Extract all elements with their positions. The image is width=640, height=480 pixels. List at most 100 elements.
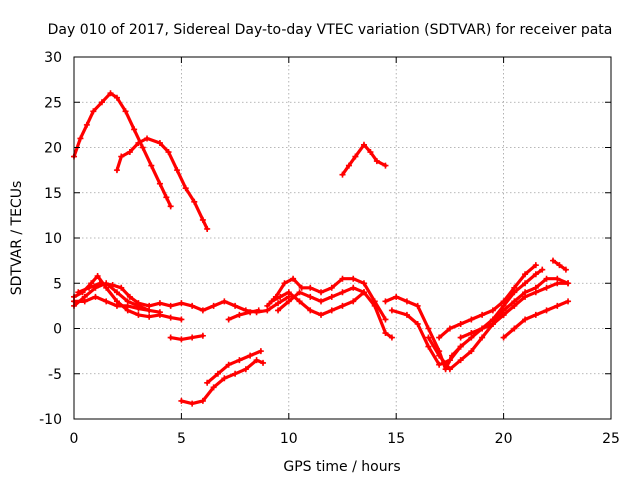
data-point — [285, 298, 292, 305]
data-point — [156, 300, 163, 307]
data-point — [543, 307, 550, 314]
series-sat-h — [167, 332, 206, 343]
data-point — [290, 275, 297, 282]
data-point — [339, 171, 346, 178]
x-tick-label: 0 — [70, 431, 79, 447]
data-point — [468, 316, 475, 323]
data-point — [98, 99, 105, 106]
data-point — [345, 162, 352, 169]
data-point — [144, 135, 151, 142]
series-sat-p — [388, 266, 546, 368]
data-point — [191, 198, 198, 205]
data-point — [94, 273, 101, 280]
data-point — [178, 316, 185, 323]
data-point — [156, 309, 163, 316]
plot-area — [71, 90, 572, 407]
data-point — [532, 262, 539, 269]
series-sat-j — [178, 357, 267, 407]
data-point — [296, 298, 303, 305]
data-point — [135, 300, 142, 307]
data-point — [167, 203, 174, 210]
data-point — [318, 311, 325, 318]
x-axis-label: GPS time / hours — [283, 459, 400, 475]
data-point — [135, 305, 142, 312]
data-point — [285, 289, 292, 296]
data-point — [565, 280, 572, 287]
data-point — [500, 334, 507, 341]
data-point — [388, 334, 395, 341]
data-point — [352, 153, 359, 160]
data-point — [163, 194, 170, 201]
data-point — [522, 289, 529, 296]
data-point — [126, 149, 133, 156]
data-point — [92, 293, 99, 300]
data-point — [298, 284, 305, 291]
data-point — [107, 90, 114, 97]
data-point — [189, 302, 196, 309]
y-tick-label: 0 — [53, 322, 62, 338]
data-point — [178, 397, 185, 404]
data-point — [77, 135, 84, 142]
chart-title: Day 010 of 2017, Sidereal Day-to-day VTE… — [48, 22, 613, 38]
series-sat-g — [71, 293, 153, 314]
y-tick-label: 5 — [53, 276, 62, 292]
data-point — [131, 126, 138, 133]
x-axis: 0 5 10 15 20 25 — [70, 57, 620, 447]
data-point — [221, 298, 228, 305]
data-point — [403, 298, 410, 305]
x-tick-label: 15 — [387, 431, 405, 447]
data-point — [539, 266, 546, 273]
data-point — [328, 307, 335, 314]
x-tick-label: 5 — [177, 431, 186, 447]
data-point — [81, 298, 88, 305]
data-point — [109, 282, 116, 289]
series-line — [227, 308, 261, 321]
data-point — [189, 400, 196, 407]
data-point — [236, 357, 243, 364]
data-point — [350, 298, 357, 305]
data-point — [253, 357, 260, 364]
data-point — [446, 366, 453, 373]
data-point — [373, 158, 380, 165]
data-point — [118, 284, 125, 291]
data-point — [135, 311, 142, 318]
data-point — [367, 149, 374, 156]
data-point — [436, 334, 443, 341]
data-point — [83, 121, 90, 128]
data-point — [511, 298, 518, 305]
data-point — [479, 311, 486, 318]
y-tick-label: 25 — [44, 95, 62, 111]
data-point — [532, 284, 539, 291]
data-point — [275, 300, 282, 307]
series-sat-a — [71, 90, 174, 210]
data-point — [550, 257, 557, 264]
y-tick-label: -10 — [39, 412, 62, 428]
data-point — [225, 361, 232, 368]
data-point — [260, 359, 267, 366]
series-sat-k — [204, 348, 264, 386]
data-point — [382, 298, 389, 305]
data-point — [543, 275, 550, 282]
data-point — [96, 280, 103, 287]
data-point — [489, 307, 496, 314]
data-point — [360, 141, 367, 148]
data-point — [139, 144, 146, 151]
data-point — [103, 298, 110, 305]
data-point — [350, 284, 357, 291]
data-point — [543, 284, 550, 291]
data-point — [339, 302, 346, 309]
data-point — [436, 361, 443, 368]
data-point — [124, 302, 131, 309]
data-point — [328, 284, 335, 291]
data-point — [255, 307, 262, 314]
data-point — [468, 348, 475, 355]
data-point — [382, 162, 389, 169]
data-point — [350, 275, 357, 282]
data-point — [122, 108, 129, 115]
series-line — [437, 263, 538, 340]
data-point — [167, 314, 174, 321]
data-point — [268, 298, 275, 305]
series-sat-t — [500, 298, 572, 341]
data-point — [532, 311, 539, 318]
